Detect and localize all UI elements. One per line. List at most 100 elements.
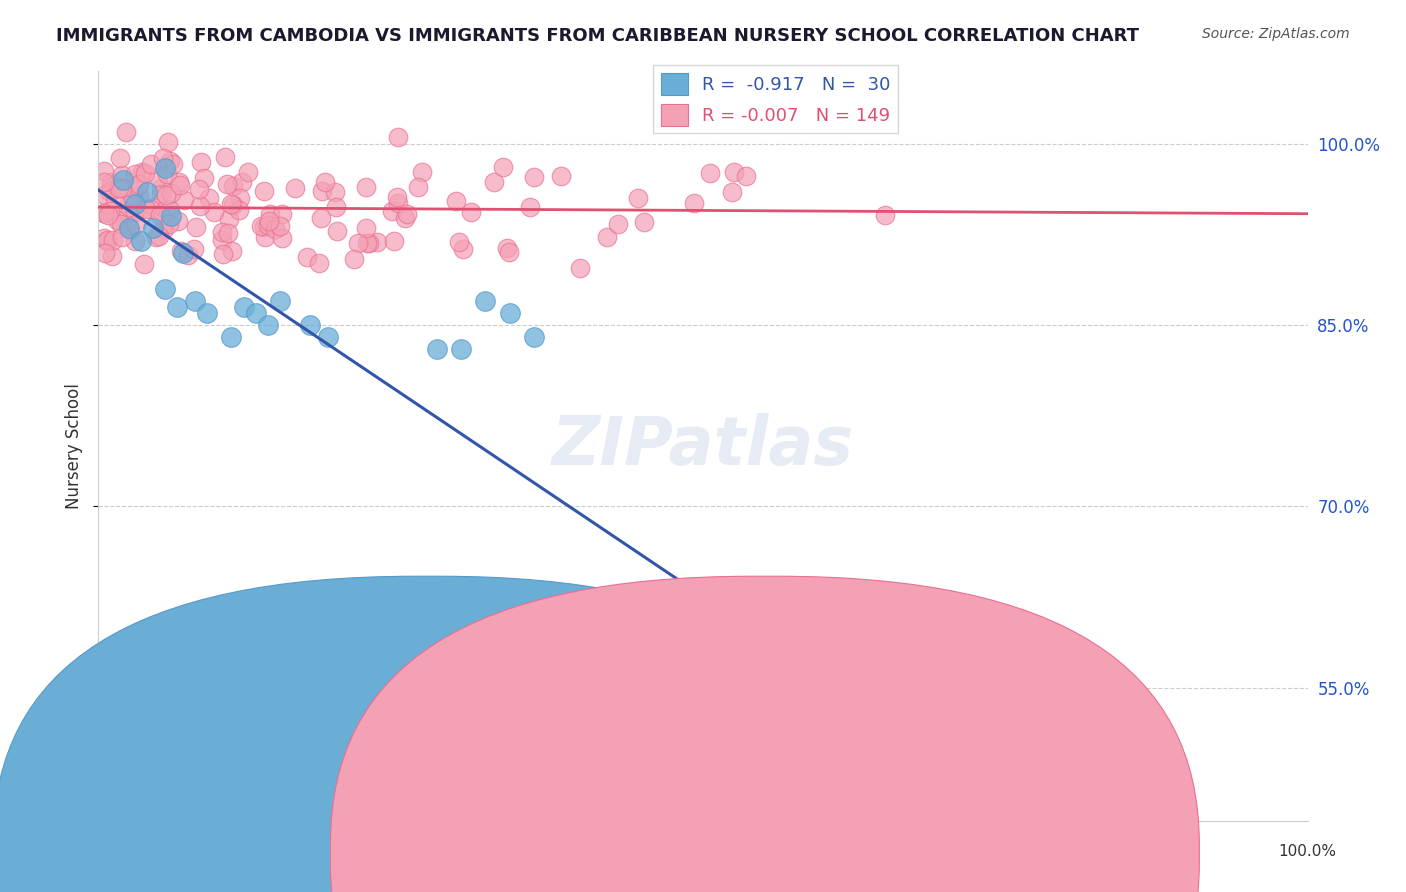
Text: ZIPatlas: ZIPatlas xyxy=(553,413,853,479)
Point xyxy=(595,620,617,634)
Point xyxy=(184,293,207,308)
Point xyxy=(128,178,150,192)
Text: Source: ZipAtlas.com: Source: ZipAtlas.com xyxy=(1202,27,1350,41)
Point xyxy=(167,175,190,189)
Point xyxy=(96,234,118,248)
Point xyxy=(217,177,239,191)
Point xyxy=(159,202,181,217)
Point xyxy=(474,293,496,308)
Point xyxy=(387,190,409,204)
Point xyxy=(450,343,472,357)
Point xyxy=(284,181,307,195)
Point xyxy=(492,160,515,174)
Point xyxy=(299,318,322,333)
Point xyxy=(190,155,212,169)
Point xyxy=(96,233,118,247)
Point xyxy=(596,229,619,244)
Point xyxy=(111,168,134,182)
Point xyxy=(115,125,138,139)
Point xyxy=(221,244,243,258)
Point xyxy=(104,194,127,208)
Point xyxy=(162,157,184,171)
Point xyxy=(152,151,174,165)
Point xyxy=(343,252,366,267)
Point xyxy=(97,208,120,222)
Point xyxy=(411,164,433,178)
Point xyxy=(873,759,896,773)
Point xyxy=(127,178,149,193)
Point xyxy=(381,204,404,219)
Point xyxy=(498,306,520,320)
Point xyxy=(156,135,179,149)
Point xyxy=(449,235,471,249)
Point xyxy=(396,206,419,220)
Point xyxy=(155,188,177,202)
Point xyxy=(253,219,276,234)
Point xyxy=(98,204,121,219)
Text: 0.0%: 0.0% xyxy=(79,845,118,859)
Point xyxy=(222,179,245,194)
Point xyxy=(100,176,122,190)
Point xyxy=(547,620,569,634)
Point xyxy=(195,306,218,320)
Point xyxy=(382,234,405,248)
Point xyxy=(93,231,115,245)
Text: Immigrants from Cambodia: Immigrants from Cambodia xyxy=(420,842,648,860)
Point xyxy=(153,282,176,296)
Point xyxy=(232,300,254,314)
Point xyxy=(193,171,215,186)
Point xyxy=(188,182,211,196)
Point xyxy=(160,210,183,224)
Point xyxy=(188,199,211,213)
Point xyxy=(308,255,330,269)
Point xyxy=(297,251,319,265)
Point xyxy=(214,150,236,164)
Point xyxy=(139,202,162,216)
Point xyxy=(110,230,132,244)
Point xyxy=(699,166,721,180)
Point xyxy=(105,213,128,227)
Point xyxy=(118,207,141,221)
Point xyxy=(156,167,179,181)
Point xyxy=(311,184,333,198)
Point xyxy=(124,234,146,248)
Point xyxy=(101,250,124,264)
Point xyxy=(571,626,593,640)
Point xyxy=(93,205,115,219)
Point xyxy=(159,153,181,168)
Point xyxy=(98,184,121,198)
Point xyxy=(93,206,115,220)
Text: 100.0%: 100.0% xyxy=(1278,845,1337,859)
Point xyxy=(229,191,252,205)
Point xyxy=(167,214,190,228)
Point xyxy=(316,330,339,344)
Point xyxy=(121,190,143,204)
Point xyxy=(269,293,291,308)
Point xyxy=(723,165,745,179)
Text: Immigrants from Caribbean: Immigrants from Caribbean xyxy=(756,842,987,860)
Point xyxy=(934,765,956,780)
Point xyxy=(142,200,165,214)
Point xyxy=(519,200,541,214)
Point xyxy=(170,244,193,258)
Point xyxy=(326,224,349,238)
Point xyxy=(323,185,346,199)
Point xyxy=(271,207,294,221)
Point xyxy=(129,234,152,248)
Point xyxy=(347,235,370,250)
Point xyxy=(172,245,194,260)
Point xyxy=(498,245,520,260)
Point xyxy=(124,204,146,219)
Point xyxy=(568,260,591,275)
Point xyxy=(131,165,153,179)
Point xyxy=(314,175,336,189)
Point xyxy=(142,221,165,235)
Point xyxy=(259,207,281,221)
Point xyxy=(387,130,409,145)
Point xyxy=(873,208,896,222)
Point xyxy=(269,219,291,234)
Point xyxy=(408,180,430,194)
Point xyxy=(101,233,124,247)
Point xyxy=(134,166,156,180)
Point xyxy=(426,343,449,357)
